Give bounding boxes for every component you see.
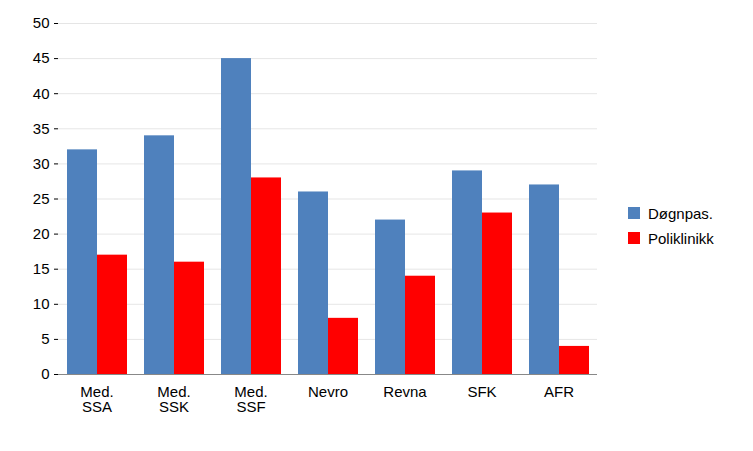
svg-text:Nevro: Nevro <box>308 383 348 400</box>
svg-text:Med.SSA: Med.SSA <box>80 383 113 415</box>
html-text:Poliklinikk: Poliklinikk <box>648 229 714 247</box>
svg-text:40: 40 <box>33 85 50 102</box>
svg-text:0: 0 <box>41 365 49 382</box>
svg-text:SFK: SFK <box>467 383 496 400</box>
svg-text:20: 20 <box>33 225 50 242</box>
svg-text:35: 35 <box>33 120 50 137</box>
svg-text:25: 25 <box>33 190 50 207</box>
svg-text:Med.SSK: Med.SSK <box>157 383 190 415</box>
svg-text:50: 50 <box>33 14 50 31</box>
svg-text:Med.SSF: Med.SSF <box>234 383 267 415</box>
svg-text:15: 15 <box>33 260 50 277</box>
svg-text:5: 5 <box>41 330 49 347</box>
svg-text:45: 45 <box>33 49 50 66</box>
svg-text:30: 30 <box>33 155 50 172</box>
svg-text:10: 10 <box>33 295 50 312</box>
svg-text:AFR: AFR <box>544 383 574 400</box>
html-text:Døgnpas.: Døgnpas. <box>648 204 713 222</box>
svg-text:Revna: Revna <box>383 383 427 400</box>
